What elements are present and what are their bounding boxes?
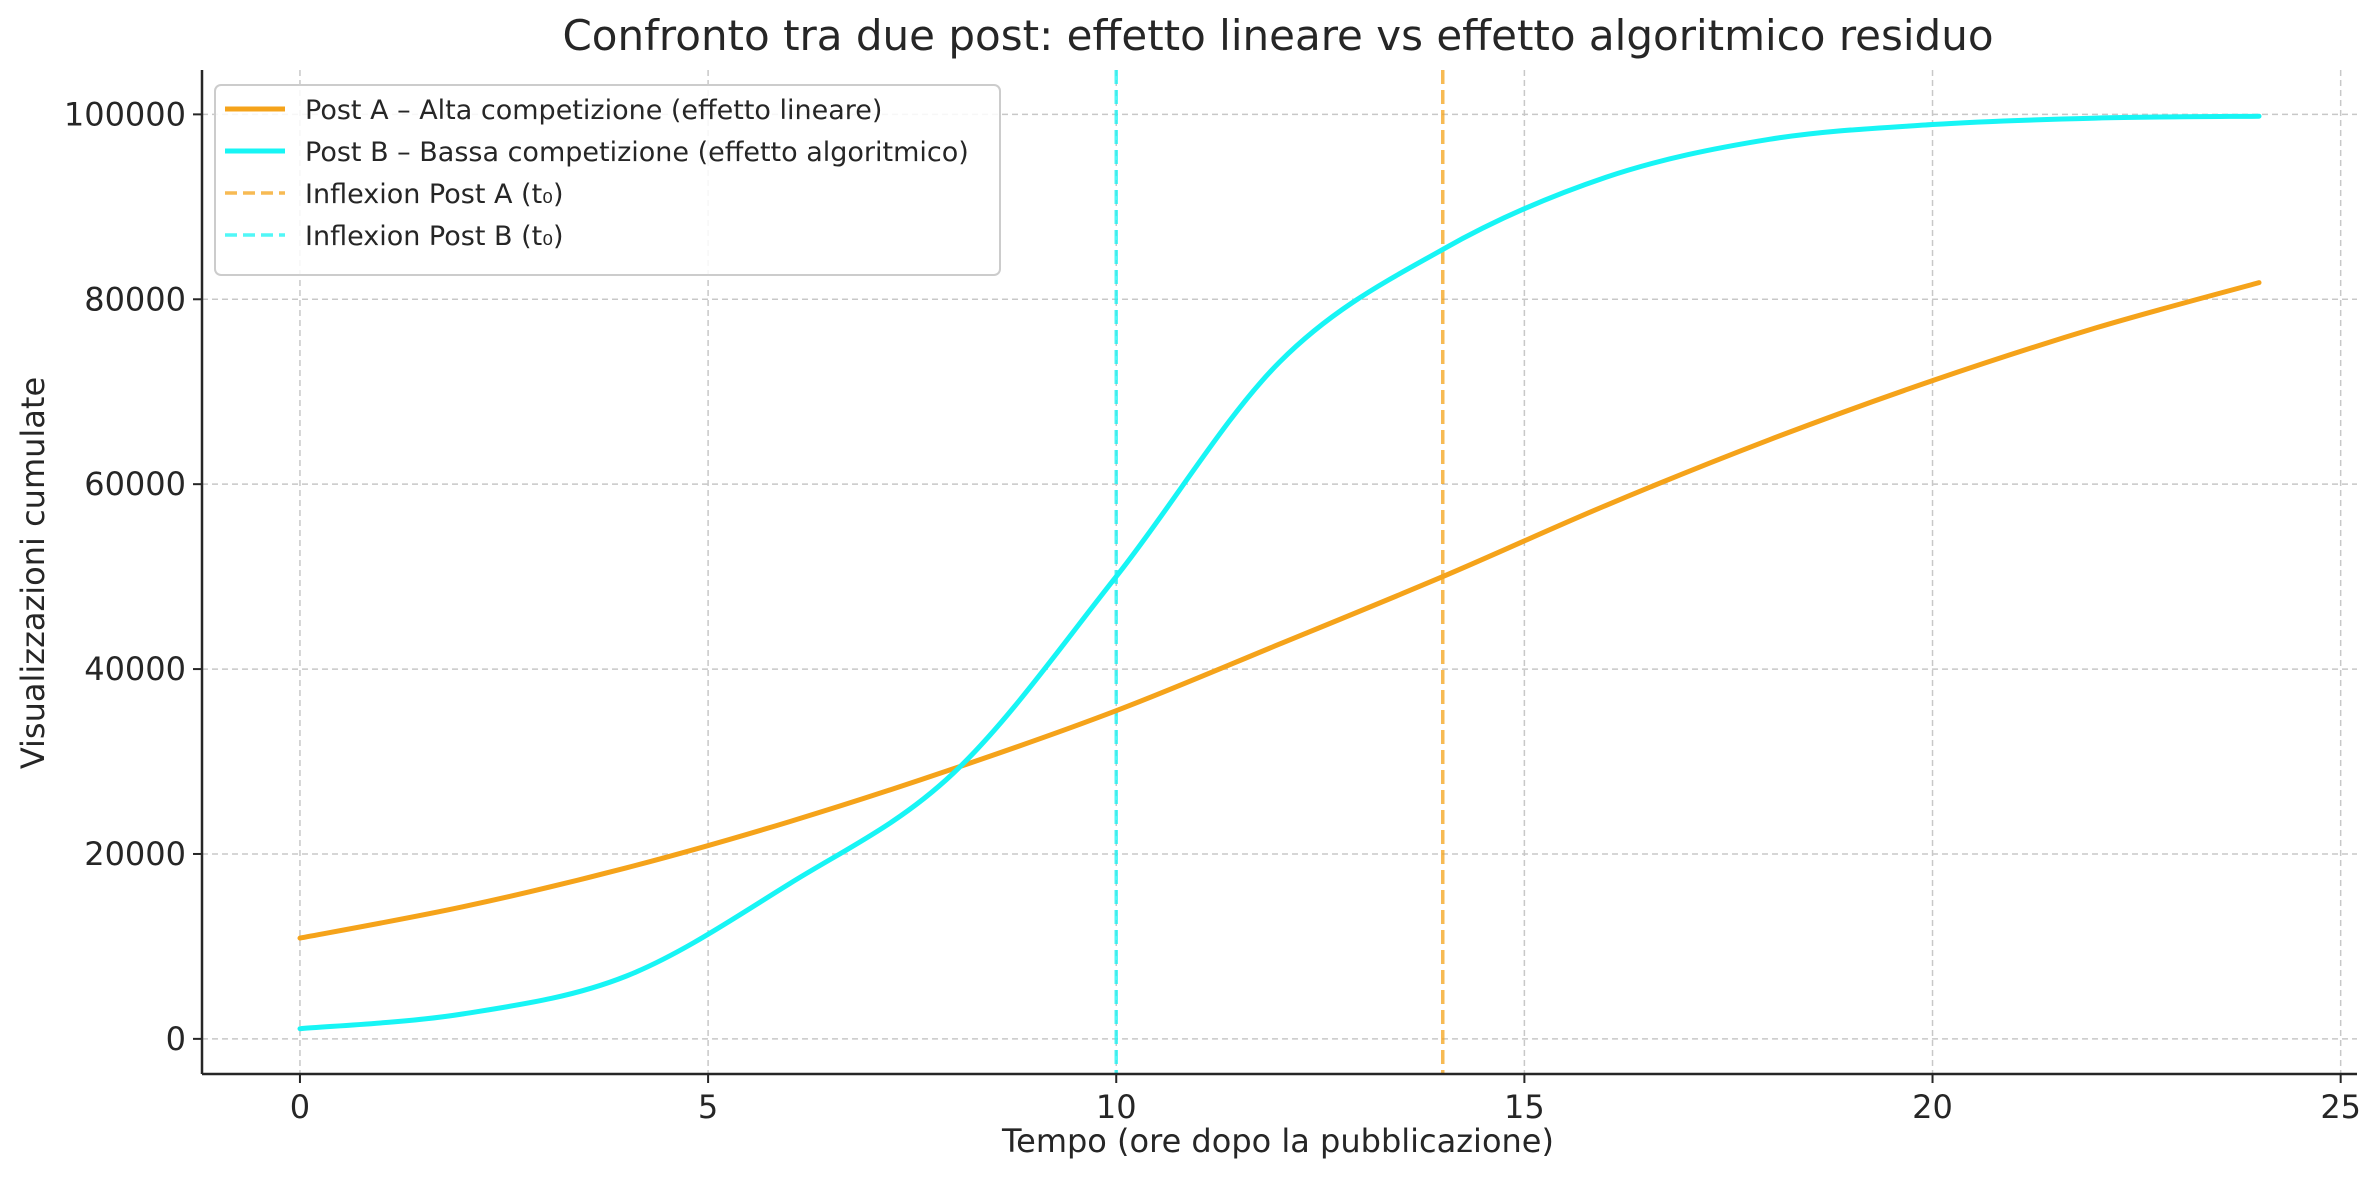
y-tick-label: 80000 xyxy=(84,280,186,318)
series-line xyxy=(297,113,2262,1032)
tick-labels: 0 5 10 15 20 25 0 20000 40000 60000 80000 100000 xyxy=(64,95,2361,1126)
x-tick-label: 20 xyxy=(1912,1088,1953,1126)
legend: Post A – Alta competizione (effetto line… xyxy=(214,84,1001,276)
x-tick-label: 5 xyxy=(698,1088,718,1126)
legend-label: Post B – Bassa competizione (effetto alg… xyxy=(305,137,969,168)
x-tick-label: 0 xyxy=(290,1088,310,1126)
y-tick-label: 0 xyxy=(166,1020,186,1058)
y-tick-label: 40000 xyxy=(84,650,186,688)
axes xyxy=(193,70,2357,1083)
y-axis-label: Visualizzazioni cumulate xyxy=(14,377,52,769)
chart-title: Confronto tra due post: effetto lineare … xyxy=(562,11,1993,60)
x-tick-label: 10 xyxy=(1096,1088,1137,1126)
grid xyxy=(202,70,2357,1074)
legend-label: Inflexion Post A (t₀) xyxy=(305,179,564,210)
series-line xyxy=(297,280,2262,941)
series-lines xyxy=(297,113,2262,1032)
legend-label: Post A – Alta competizione (effetto line… xyxy=(305,95,882,126)
y-tick-label: 100000 xyxy=(64,95,186,133)
y-tick-label: 60000 xyxy=(84,465,186,503)
inflexion-lines xyxy=(1114,70,1445,1074)
x-tick-label: 25 xyxy=(2320,1088,2361,1126)
x-axis-label: Tempo (ore dopo la pubblicazione) xyxy=(1001,1122,1554,1160)
legend-label: Inflexion Post B (t₀) xyxy=(305,221,564,252)
y-tick-label: 20000 xyxy=(84,835,186,873)
legend-box xyxy=(214,84,1001,276)
x-tick-label: 15 xyxy=(1504,1088,1545,1126)
